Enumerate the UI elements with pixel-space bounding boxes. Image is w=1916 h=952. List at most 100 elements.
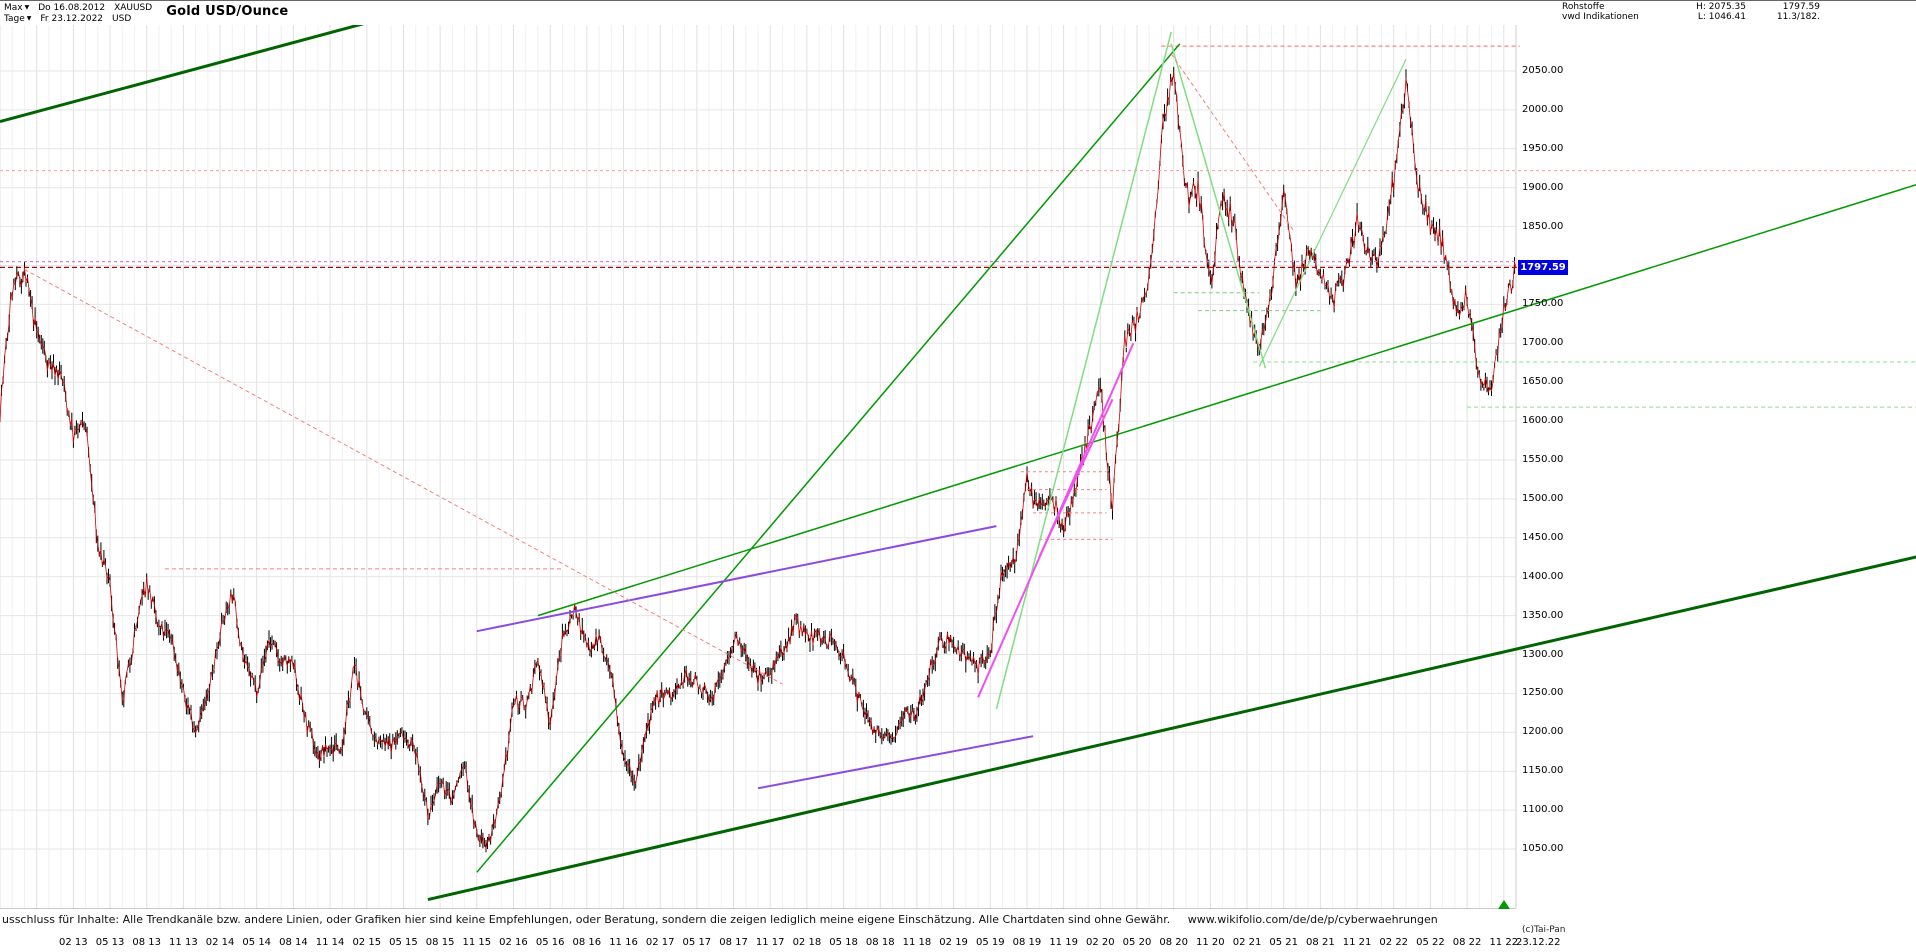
price-axis-label: 1550.00 (1522, 454, 1564, 465)
price-axis-label: 1950.00 (1522, 142, 1564, 154)
date-axis-label: 08 21 (1306, 937, 1335, 948)
date-axis-label: 08 17 (719, 937, 748, 948)
disclaimer-body: usschluss für Inhalte: Alle Trendkanäle … (2, 913, 1171, 926)
pale-green-rise-2022-line (1258, 59, 1407, 367)
extra-value: 11.3/182. (1776, 12, 1820, 22)
date-axis-label: 05 15 (389, 937, 418, 948)
low-value: L: 1046.41 (1697, 12, 1746, 22)
date-axis-label: 08 19 (1012, 937, 1042, 948)
date-axis-label: 08 13 (132, 937, 162, 948)
chart-header: Max ▼ Do 16.08.2012 XAUUSD Tage ▼ Fr 23.… (0, 1, 1916, 25)
date-axis: 02 13 05 13 08 13 11 13 02 14 05 14 08 14 11 14… (0, 937, 1916, 951)
price-axis-label: 1900.00 (1522, 181, 1564, 193)
price-axis-label: 1700.00 (1522, 337, 1564, 349)
price-axis-label: 2000.00 (1522, 103, 1564, 115)
date-axis-label: 11 13 (169, 937, 198, 948)
price-axis-label: 1600.00 (1522, 415, 1564, 427)
date-axis-label: 08 18 (865, 937, 895, 948)
currency-label: USD (112, 13, 132, 24)
date-axis-label: 05 17 (682, 937, 712, 948)
price-axis-label: 1400.00 (1522, 570, 1564, 582)
price-axis-label: 1100.00 (1522, 804, 1564, 816)
date-axis-label: 11 19 (1049, 937, 1078, 948)
date-axis-label: 02 20 (1085, 937, 1115, 948)
long-uptrend-right-line (537, 184, 1916, 617)
disclaimer-text: usschluss für Inhalte: Alle Trendkanäle … (2, 913, 1438, 926)
date-axis-label: 05 13 (95, 937, 125, 948)
high-value: H: 2075.35 (1696, 2, 1746, 12)
date-axis-label: 05 18 (829, 937, 858, 948)
date-axis-label: 08 16 (572, 937, 602, 948)
price-chart-canvas[interactable] (0, 25, 1916, 909)
date-axis-label: 02 13 (59, 937, 88, 948)
chart-title: Gold USD/Ounce (166, 4, 289, 19)
price-axis-label: 2050.00 (1522, 65, 1564, 76)
date-axis-label: 02 15 (352, 937, 382, 948)
date-axis-label: 08 14 (279, 937, 308, 948)
last-price-box: 1797.59 (1518, 259, 1568, 275)
date-axis-label: 08 22 (1452, 937, 1482, 948)
current-date-marker-icon (1498, 900, 1510, 909)
vertical-gridlines-month (11, 25, 1517, 909)
red-downtrend-2020-line (1170, 53, 1294, 231)
date-axis-label: 05 20 (1122, 937, 1152, 948)
date-axis-label: 02 21 (1232, 937, 1262, 948)
magenta-short-line-line (1038, 398, 1114, 558)
category-label: Rohstoffe (1562, 2, 1605, 12)
pale-green-correction-line (1170, 43, 1267, 369)
price-axis-label: 1850.00 (1522, 220, 1564, 232)
purple-channel-lower-line (757, 735, 1034, 790)
date-axis-label: 02 22 (1379, 937, 1409, 948)
major-support-green-line (427, 555, 1916, 902)
price-axis-label: 1200.00 (1522, 726, 1564, 738)
date-axis-label: 11 20 (1196, 937, 1225, 948)
date-axis-label: 05 14 (242, 937, 272, 948)
date-axis-label: 11 14 (315, 937, 345, 948)
source-label: vwd Indikationen (1562, 12, 1639, 22)
axis-end-date: 23.12.22 (1516, 937, 1561, 948)
price-axis-label: 1450.00 (1522, 531, 1564, 543)
purple-channel-upper-line (476, 525, 997, 633)
date-axis-label: 11 15 (462, 937, 492, 948)
range-dropdown[interactable]: Max ▼ (4, 3, 29, 13)
price-axis-label: 1750.00 (1522, 298, 1564, 310)
date-axis-label: 11 16 (609, 937, 638, 948)
period-dropdown[interactable]: Tage ▼ (4, 14, 31, 24)
price-axis-label: 1150.00 (1522, 765, 1564, 777)
price-axis-label: 1650.00 (1522, 376, 1564, 388)
start-date-field[interactable]: Do 16.08.2012 (38, 2, 106, 13)
date-axis-label: 02 19 (939, 937, 968, 948)
uptrend-to-2020-top-line (476, 43, 1181, 873)
date-axis-label: 02 14 (205, 937, 235, 948)
date-axis-label: 02 17 (645, 937, 675, 948)
resistance-steep-topleft-line (0, 25, 365, 124)
date-axis-label: 05 21 (1269, 937, 1299, 948)
date-axis-label: 05 16 (535, 937, 565, 948)
period-dropdown-label: Tage (4, 13, 25, 24)
dropdown-arrow-icon: ▼ (26, 14, 32, 22)
date-axis-label: 11 21 (1342, 937, 1372, 948)
wikifolio-link[interactable]: www.wikifolio.com/de/de/p/cyberwaehrunge… (1187, 913, 1438, 926)
horizontal-gridlines (0, 70, 1516, 850)
price-axis-label: 1350.00 (1522, 609, 1564, 621)
price-axis-label: 1250.00 (1522, 687, 1564, 699)
vertical-gridlines-quarter (0, 25, 1505, 909)
close-line (0, 72, 1517, 849)
symbol-label: XAUUSD (114, 2, 153, 13)
date-axis-label: 02 18 (792, 937, 822, 948)
date-axis-label: 02 16 (499, 937, 528, 948)
end-date-field[interactable]: Fr 23.12.2022 (40, 13, 104, 24)
date-axis-label: 05 19 (975, 937, 1005, 948)
date-axis-label: 11 22 (1489, 937, 1519, 948)
chart-controls: Max ▼ Do 16.08.2012 XAUUSD Tage ▼ Fr 23.… (4, 2, 288, 24)
price-axis-label: 1500.00 (1522, 492, 1564, 504)
date-axis-label: 05 22 (1416, 937, 1445, 948)
date-axis-label: 11 18 (902, 937, 932, 948)
dropdown-arrow-icon: ▼ (24, 3, 30, 11)
date-axis-label: 11 17 (755, 937, 785, 948)
copyright-label: (c)Tai-Pan (1522, 925, 1566, 935)
price-axis-label: 1300.00 (1522, 648, 1564, 660)
chart-area[interactable]: 2050.00 2000.00 1950.00 1900.00 1850.00 1750.… (0, 25, 1916, 909)
pale-green-steep-channel-line (995, 31, 1172, 710)
date-axis-label: 08 20 (1159, 937, 1188, 948)
